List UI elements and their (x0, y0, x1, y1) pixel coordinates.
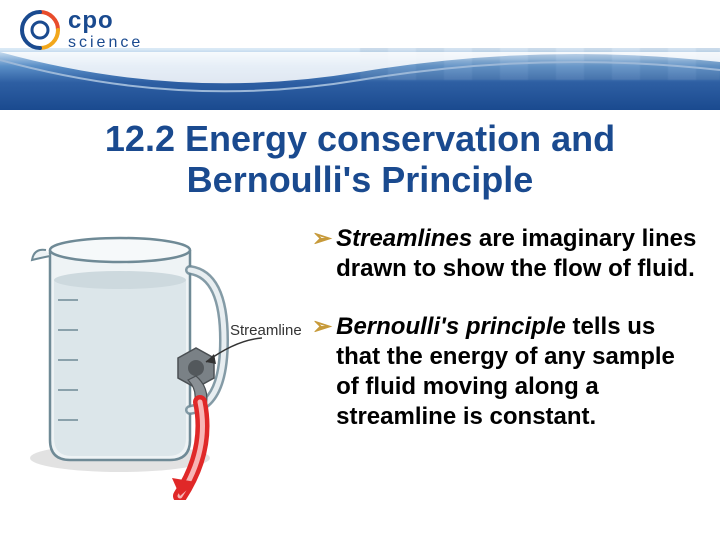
content-area: Streamline ➢ Streamlines are imaginary l… (0, 220, 720, 500)
header-curve (0, 52, 720, 110)
bullet-term: Bernoulli's principle (336, 313, 566, 340)
logo-text-science: science (68, 35, 143, 51)
bullet-term: Streamlines (336, 225, 472, 252)
bullet-list: ➢ Streamlines are imaginary lines drawn … (310, 220, 700, 500)
beaker-diagram: Streamline (10, 220, 310, 500)
bullet-text: Streamlines are imaginary lines drawn to… (336, 224, 700, 284)
bullet-text: Bernoulli's principle tells us that the … (336, 312, 700, 432)
bullet-item: ➢ Streamlines are imaginary lines drawn … (312, 224, 700, 284)
diagram-label-streamline: Streamline (230, 322, 302, 339)
bullet-marker-icon: ➢ (312, 312, 332, 432)
logo-text-cpo: cpo (68, 9, 143, 33)
bullet-item: ➢ Bernoulli's principle tells us that th… (312, 312, 700, 432)
brand-logo: cpo science (18, 8, 143, 52)
bullet-marker-icon: ➢ (312, 224, 332, 284)
logo-swirl-icon (18, 8, 62, 52)
slide-title: 12.2 Energy conservation and Bernoulli's… (0, 118, 720, 201)
